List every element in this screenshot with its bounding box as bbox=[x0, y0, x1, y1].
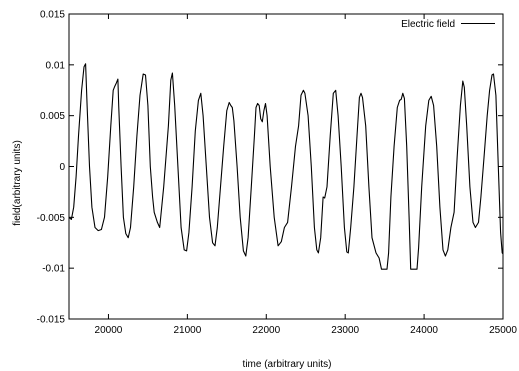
y-tick-label: -0.005 bbox=[37, 213, 66, 224]
y-tick-label: -0.015 bbox=[37, 315, 66, 326]
x-tick-label: 22000 bbox=[252, 325, 280, 336]
y-tick-label: 0.015 bbox=[40, 10, 65, 21]
x-tick-label: 25000 bbox=[489, 325, 517, 336]
y-tick-label: -0.01 bbox=[42, 264, 65, 275]
y-tick-label: 0.005 bbox=[40, 111, 65, 122]
y-axis-title: field(arbitrary units) bbox=[12, 140, 23, 226]
y-tick-label: 0 bbox=[59, 162, 65, 173]
series-layer bbox=[68, 63, 504, 270]
y-tick-label: 0.01 bbox=[46, 60, 66, 71]
x-axis: 20000 21000 22000 23000 24000 25000 bbox=[95, 14, 517, 336]
x-axis-title: time (arbitrary units) bbox=[243, 359, 332, 370]
y-axis: -0.015 -0.01 -0.005 0 0.005 0.01 0.015 bbox=[37, 10, 503, 326]
x-tick-label: 23000 bbox=[331, 325, 359, 336]
x-tick-label: 20000 bbox=[95, 325, 123, 336]
x-tick-label: 24000 bbox=[410, 325, 438, 336]
series-line-electric-field bbox=[68, 63, 504, 270]
x-tick-label: 21000 bbox=[173, 325, 201, 336]
legend-label: Electric field bbox=[401, 19, 455, 30]
legend: Electric field bbox=[401, 19, 495, 30]
